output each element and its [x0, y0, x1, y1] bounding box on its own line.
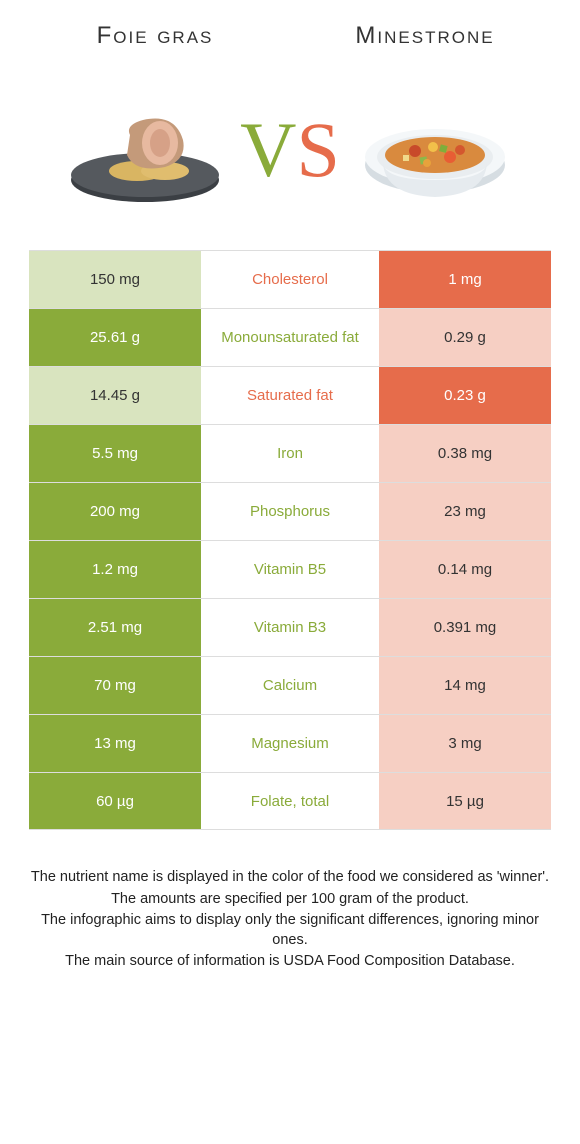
nutrient-label: Monounsaturated fat	[201, 309, 379, 366]
right-value: 0.391 mg	[379, 599, 551, 656]
left-value: 13 mg	[29, 715, 201, 772]
table-row: 14.45 gSaturated fat0.23 g	[29, 366, 551, 424]
food-left-title: Foie gras	[20, 22, 290, 50]
nutrient-label: Cholesterol	[201, 251, 379, 308]
footer-line: The main source of information is USDA F…	[30, 952, 550, 972]
table-row: 2.51 mgVitamin B30.391 mg	[29, 598, 551, 656]
vs-label: VS	[240, 105, 340, 195]
left-value: 1.2 mg	[29, 541, 201, 598]
right-value: 3 mg	[379, 715, 551, 772]
table-row: 60 µgFolate, total15 µg	[29, 772, 551, 830]
footer-notes: The nutrient name is displayed in the co…	[30, 868, 550, 972]
header: Foie gras Minestrone	[0, 0, 580, 60]
nutrient-label: Phosphorus	[201, 483, 379, 540]
nutrient-label: Magnesium	[201, 715, 379, 772]
left-value: 60 µg	[29, 773, 201, 829]
table-row: 13 mgMagnesium3 mg	[29, 714, 551, 772]
table-row: 5.5 mgIron0.38 mg	[29, 424, 551, 482]
nutrient-label: Saturated fat	[201, 367, 379, 424]
food-right-title: Minestrone	[290, 22, 560, 50]
table-row: 1.2 mgVitamin B50.14 mg	[29, 540, 551, 598]
nutrient-label: Calcium	[201, 657, 379, 714]
left-value: 150 mg	[29, 251, 201, 308]
nutrient-label: Vitamin B3	[201, 599, 379, 656]
right-value: 14 mg	[379, 657, 551, 714]
table-row: 70 mgCalcium14 mg	[29, 656, 551, 714]
left-value: 14.45 g	[29, 367, 201, 424]
right-value: 1 mg	[379, 251, 551, 308]
images-row: VS	[0, 60, 580, 250]
nutrient-table: 150 mgCholesterol1 mg25.61 gMonounsatura…	[29, 250, 551, 830]
right-value: 23 mg	[379, 483, 551, 540]
vs-s: S	[296, 106, 339, 193]
right-value: 0.29 g	[379, 309, 551, 366]
footer-line: The infographic aims to display only the…	[30, 911, 550, 950]
foie-gras-image	[60, 80, 230, 220]
table-row: 200 mgPhosphorus23 mg	[29, 482, 551, 540]
left-value: 5.5 mg	[29, 425, 201, 482]
nutrient-label: Vitamin B5	[201, 541, 379, 598]
nutrient-label: Iron	[201, 425, 379, 482]
left-value: 25.61 g	[29, 309, 201, 366]
left-value: 2.51 mg	[29, 599, 201, 656]
left-value: 200 mg	[29, 483, 201, 540]
right-value: 0.38 mg	[379, 425, 551, 482]
footer-line: The nutrient name is displayed in the co…	[30, 868, 550, 888]
right-value: 15 µg	[379, 773, 551, 829]
table-row: 25.61 gMonounsaturated fat0.29 g	[29, 308, 551, 366]
table-row: 150 mgCholesterol1 mg	[29, 250, 551, 308]
vs-v: V	[240, 106, 296, 193]
nutrient-label: Folate, total	[201, 773, 379, 829]
right-value: 0.14 mg	[379, 541, 551, 598]
minestrone-image	[350, 80, 520, 220]
left-value: 70 mg	[29, 657, 201, 714]
footer-line: The amounts are specified per 100 gram o…	[30, 890, 550, 910]
right-value: 0.23 g	[379, 367, 551, 424]
